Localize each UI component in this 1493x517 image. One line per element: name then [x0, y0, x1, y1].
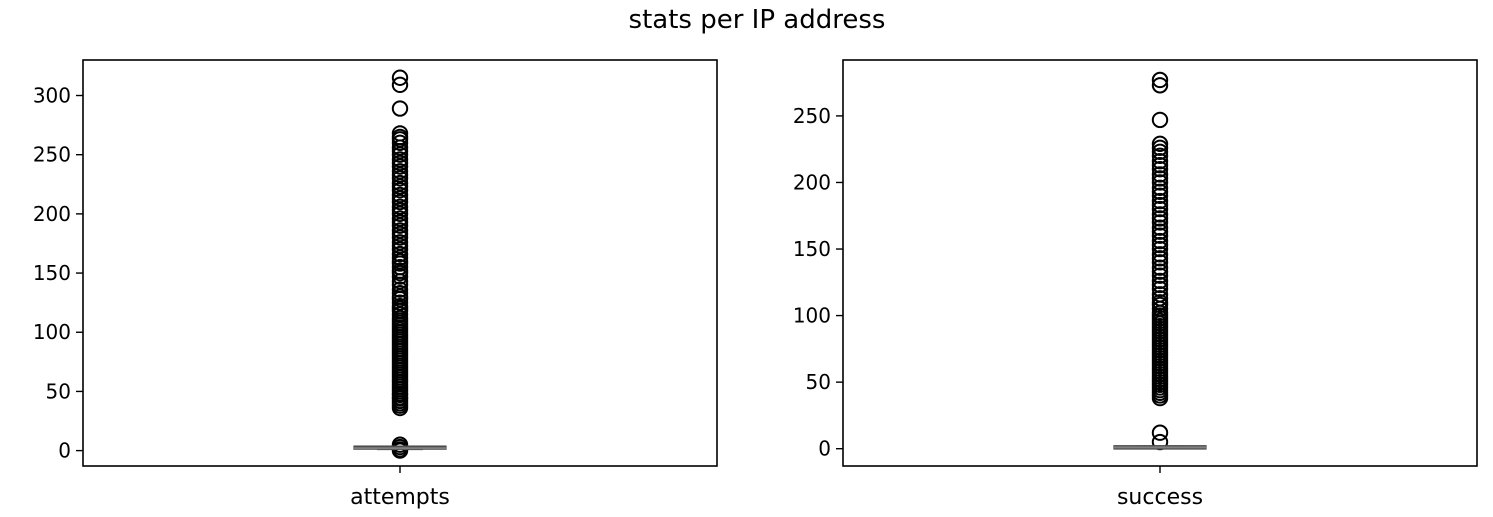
outlier-point: [1151, 179, 1169, 196]
outlier-point: [391, 76, 409, 94]
outlier-point: [391, 174, 409, 192]
outlier-point: [1151, 286, 1169, 303]
outlier-point: [1151, 143, 1169, 161]
figure-title: stats per IP address: [629, 5, 886, 35]
axes-frame: [82, 59, 718, 467]
outlier-point: [1151, 214, 1169, 231]
y-tick-label: 200: [793, 170, 831, 194]
outlier-point: [1151, 147, 1169, 165]
outlier-point: [1151, 246, 1169, 263]
outlier-point: [391, 436, 409, 453]
outlier-point: [1151, 232, 1169, 250]
outlier-point: [1151, 294, 1169, 311]
y-tick-label: 100: [33, 320, 71, 344]
x-category-label: attempts: [350, 485, 450, 510]
outlier-point: [391, 125, 409, 142]
outlier-point: [1151, 280, 1169, 298]
y-tick-label: 0: [58, 439, 71, 463]
y-tick-label: 200: [33, 202, 71, 226]
outlier-point: [1151, 135, 1169, 153]
outlier-point: [1151, 77, 1169, 94]
outlier-point: [1151, 71, 1169, 89]
outlier-point: [391, 234, 409, 251]
outliers-group: [1151, 71, 1169, 451]
box-layer: [1113, 445, 1207, 450]
outlier-point: [1151, 267, 1169, 284]
outlier-point: [391, 198, 409, 215]
outliers-group: [391, 69, 409, 459]
outlier-point: [1151, 250, 1169, 267]
outlier-point: [1151, 183, 1169, 200]
outlier-point: [1151, 200, 1169, 218]
y-tick-label: 0: [818, 437, 831, 461]
outlier-point: [1151, 166, 1169, 183]
y-tick-label: 150: [793, 237, 831, 261]
y-tick-label: 50: [806, 370, 831, 394]
outlier-point: [1151, 254, 1169, 271]
y-tick-label: 150: [33, 261, 71, 285]
y-tick-label: 100: [793, 304, 831, 328]
outlier-point: [1151, 227, 1169, 244]
outlier-point: [391, 163, 409, 180]
outlier-point: [1151, 170, 1169, 187]
outlier-point: [391, 186, 409, 204]
outlier-point: [1151, 259, 1169, 276]
outlier-point: [1151, 174, 1169, 191]
outlier-point: [1151, 139, 1169, 157]
outlier-point: [1151, 272, 1169, 290]
outlier-point: [1151, 210, 1169, 227]
outlier-point: [1151, 192, 1169, 210]
outlier-point: [391, 222, 409, 239]
box-layer: [353, 445, 447, 451]
outlier-point: [1151, 219, 1169, 236]
outlier-point: [1151, 290, 1169, 307]
outlier-point: [1151, 424, 1169, 441]
outlier-point: [1151, 160, 1169, 178]
y-tick-label: 300: [33, 84, 71, 108]
outlier-point: [1151, 187, 1169, 204]
outlier-point: [1151, 223, 1169, 240]
y-tick-label: 250: [33, 143, 71, 167]
axes-frame: [842, 59, 1478, 467]
y-axis-ticks: 0 50 100 150 200 250 300: [33, 84, 83, 463]
outlier-point: [391, 100, 409, 117]
y-tick-label: 50: [46, 379, 71, 403]
outlier-point: [391, 151, 409, 168]
panel-attempts: 0 50 100 150 200 250 300 attempts: [33, 59, 718, 510]
x-axis-ticks: attempts: [350, 466, 450, 510]
panel-success: 0 50 100 150 200 250 success: [793, 59, 1478, 510]
outlier-point: [1151, 196, 1169, 214]
outlier-point: [1151, 236, 1169, 254]
outlier-point: [391, 69, 409, 86]
outlier-point: [1151, 152, 1169, 170]
outlier-point: [1151, 276, 1169, 294]
outlier-point: [391, 245, 409, 263]
outlier-point: [391, 210, 409, 227]
outlier-point: [1151, 240, 1169, 258]
outlier-point: [1151, 111, 1169, 129]
y-axis-ticks: 0 50 100 150 200 250: [793, 104, 843, 461]
outlier-point: [1151, 263, 1169, 280]
x-axis-ticks: success: [1117, 466, 1203, 510]
outlier-point: [1151, 156, 1169, 174]
outlier-point: [1151, 206, 1169, 223]
x-category-label: success: [1117, 485, 1203, 510]
y-tick-label: 250: [793, 104, 831, 128]
outlier-point: [391, 281, 409, 298]
